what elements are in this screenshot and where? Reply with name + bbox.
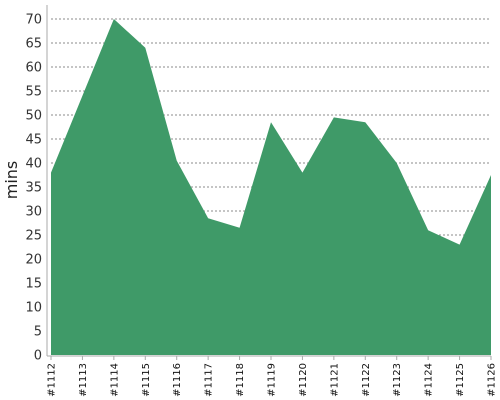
y-tick-label: 60 bbox=[25, 61, 42, 76]
y-tick-label: 50 bbox=[25, 109, 42, 124]
x-tick-label: #1121 bbox=[329, 363, 340, 397]
x-tick-label: #1116 bbox=[172, 363, 183, 397]
x-tick-label: #1122 bbox=[361, 363, 372, 397]
x-tick-label: #1112 bbox=[47, 363, 58, 397]
y-tick-label: 0 bbox=[34, 349, 42, 364]
x-tick-label: #1124 bbox=[424, 363, 435, 397]
y-tick-labels: 0 5 10 15 20 25 30 35 40 45 50 55 60 65 70 bbox=[25, 13, 42, 364]
y-tick-label: 65 bbox=[25, 37, 42, 52]
y-tick-label: 55 bbox=[25, 85, 42, 100]
x-tick-labels: #1112 #1113 #1114 #1115 #1116 #1117 #1118 #1119… bbox=[47, 356, 498, 397]
x-tick-label: #1113 bbox=[78, 363, 89, 397]
y-tick-label: 40 bbox=[25, 157, 42, 172]
axes bbox=[46, 5, 491, 357]
area-series bbox=[51, 19, 491, 355]
x-tick-label: #1115 bbox=[141, 363, 152, 397]
x-tick-label: #1119 bbox=[267, 363, 278, 397]
x-tick-label: #1123 bbox=[392, 363, 403, 397]
y-tick-label: 70 bbox=[25, 13, 42, 28]
y-tick-label: 5 bbox=[34, 325, 42, 340]
x-tick-label: #1117 bbox=[204, 363, 215, 397]
y-axis-label: mins bbox=[2, 161, 21, 200]
y-tick-label: 15 bbox=[25, 277, 42, 292]
x-tick-label: #1120 bbox=[298, 363, 309, 397]
x-tick-label: #1114 bbox=[109, 363, 120, 397]
y-tick-label: 25 bbox=[25, 229, 42, 244]
y-tick-label: 30 bbox=[25, 205, 42, 220]
x-tick-label: #1126 bbox=[487, 363, 498, 397]
y-tick-label: 10 bbox=[25, 301, 42, 316]
x-tick-label: #1125 bbox=[455, 363, 466, 397]
y-tick-label: 45 bbox=[25, 133, 42, 148]
x-tick-label: #1118 bbox=[235, 363, 246, 397]
y-tick-label: 20 bbox=[25, 253, 42, 268]
y-tick-label: 35 bbox=[25, 181, 42, 196]
